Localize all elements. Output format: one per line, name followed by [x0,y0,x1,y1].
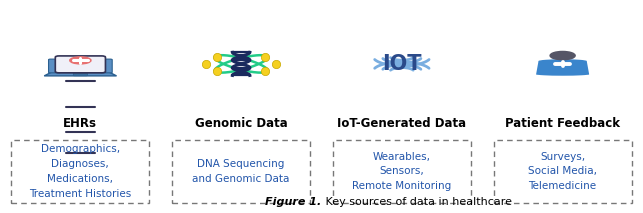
FancyBboxPatch shape [12,140,149,203]
Polygon shape [536,61,589,74]
Text: Demographics,
Diagnoses,
Medications,
Treatment Histories: Demographics, Diagnoses, Medications, Tr… [29,144,132,199]
Text: Key sources of data in healthcare: Key sources of data in healthcare [322,197,511,207]
FancyBboxPatch shape [73,73,87,76]
Text: Wearables,
Sensors,
Remote Monitoring: Wearables, Sensors, Remote Monitoring [352,152,451,191]
FancyBboxPatch shape [333,140,471,203]
Text: Genomic Data: Genomic Data [195,117,287,130]
Text: Surveys,
Social Media,
Telemedicine: Surveys, Social Media, Telemedicine [528,152,597,191]
Text: Figure 1.: Figure 1. [266,197,322,207]
FancyBboxPatch shape [172,140,310,203]
FancyBboxPatch shape [49,59,60,73]
Polygon shape [44,72,116,76]
Circle shape [69,57,91,64]
Text: IOT: IOT [382,54,422,73]
Text: IoT-Generated Data: IoT-Generated Data [338,117,466,130]
Text: EHRs: EHRs [64,117,97,130]
FancyBboxPatch shape [494,140,631,203]
Text: DNA Sequencing
and Genomic Data: DNA Sequencing and Genomic Data [192,159,290,184]
Circle shape [550,51,575,60]
Ellipse shape [539,59,586,63]
FancyBboxPatch shape [55,56,105,73]
Ellipse shape [536,73,589,76]
Text: Patient Feedback: Patient Feedback [505,117,620,130]
FancyBboxPatch shape [100,59,112,73]
